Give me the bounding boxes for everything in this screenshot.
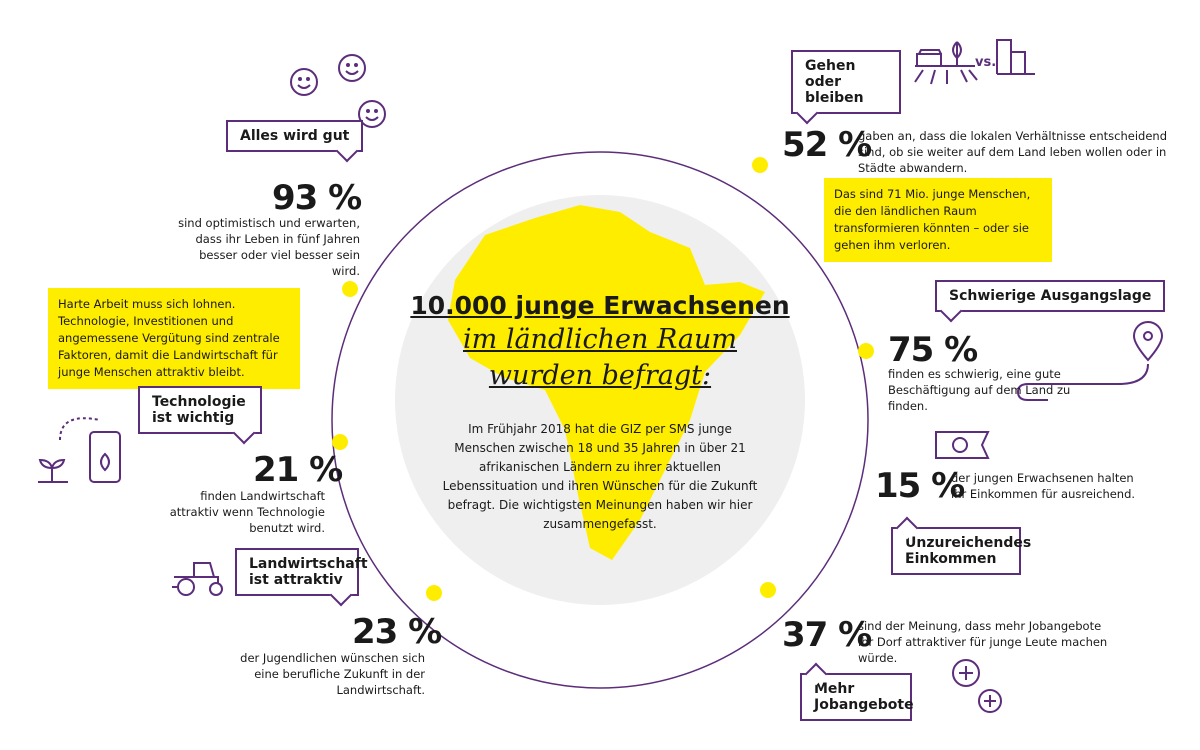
dot (752, 157, 768, 173)
label-gehen-oder-bleiben: Gehen oder bleiben (791, 50, 901, 125)
label-mehr-jobangebote: Mehr Jobangebote (800, 662, 914, 721)
tractor-icon (172, 562, 223, 596)
stat-52: 52 % (782, 125, 872, 165)
dot (332, 434, 348, 450)
africa-map (448, 205, 765, 560)
label-schwierige-ausgangslage: Schwierige Ausgangslage (935, 280, 1166, 323)
note-harte-arbeit: Harte Arbeit muss sich lohnen. Technolog… (48, 288, 300, 389)
stat-23-text: der Jugendlichen wünschen sich eine beru… (240, 651, 425, 697)
dot (426, 585, 442, 601)
banknote-icon (935, 431, 990, 459)
stat-52-text: gaben an, dass die lokalen Verhältnisse … (858, 129, 1167, 175)
smartphone-plant-icon (38, 417, 121, 483)
note-71-mio: Das sind 71 Mio. junge Menschen, die den… (824, 178, 1052, 262)
label-technologie: Technologie ist wichtig (138, 386, 262, 445)
stat-93-text: sind optimistisch und erwarten, dass ihr… (178, 216, 360, 278)
location-path-icon (1016, 321, 1164, 401)
vs-label: vs. (975, 55, 997, 70)
title-line-1: 10.000 junge Erwachsenen (410, 291, 790, 320)
dot (760, 582, 776, 598)
title-line-3: wurden befragt: (488, 360, 712, 391)
stat-21: 21 % (253, 450, 343, 490)
stat-37-text: sind der Meinung, dass mehr Jobangebote … (858, 619, 1108, 665)
ring (331, 151, 869, 689)
stat-15-text: der jungen Erwachsenen halten ihr Einkom… (951, 471, 1136, 501)
label-unzureichendes-einkommen: Unzureichendes Einkommen (891, 516, 1031, 575)
smiley-icon (290, 54, 386, 128)
intro-text: Im Frühjahr 2018 hat die GIZ per SMS jun… (442, 422, 758, 531)
stat-37: 37 % (782, 615, 872, 655)
stat-75-text: finden es schwierig, eine gute Beschäfti… (888, 367, 1071, 413)
field-vs-city-icon (914, 39, 1035, 85)
stat-93: 93 % (272, 178, 362, 218)
label-alles-wird-gut: Alles wird gut (226, 120, 364, 163)
center-title: 10.000 junge Erwachsenen im ländlichen R… (400, 290, 800, 394)
stat-75: 75 % (888, 330, 978, 370)
plus-circle-icon (952, 659, 1002, 713)
label-landwirtschaft: Landwirtschaft ist attraktiv (235, 548, 368, 607)
stat-23: 23 % (352, 612, 442, 652)
stat-21-text: finden Landwirtschaft attraktiv wenn Tec… (169, 489, 325, 535)
stat-15: 15 % (875, 466, 965, 506)
dot (858, 343, 874, 359)
dot (342, 281, 358, 297)
title-line-2: im ländlichen Raum (463, 324, 737, 355)
